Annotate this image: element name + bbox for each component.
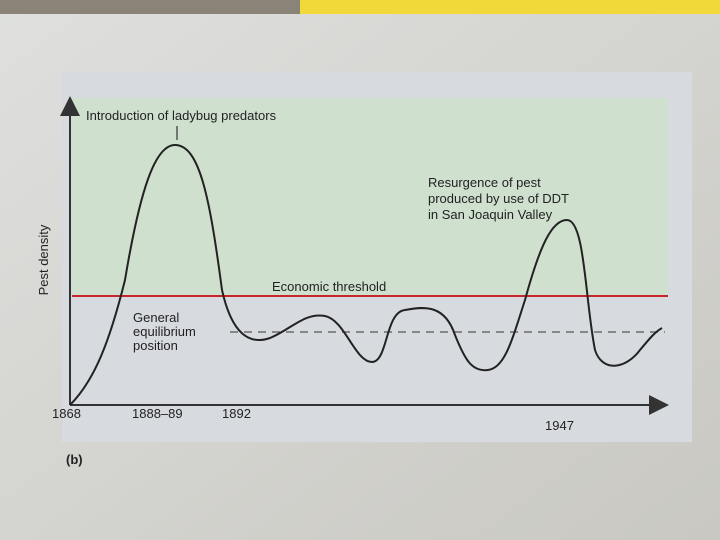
x-label: 1868 <box>52 406 81 421</box>
annotation: in San Joaquin Valley <box>428 207 553 222</box>
y-axis-label: Pest density <box>36 224 51 295</box>
above-threshold-zone <box>72 98 668 296</box>
annotation: Introduction of ladybug predators <box>86 108 277 123</box>
threshold-label: Economic threshold <box>272 279 386 294</box>
equilibrium-label: position <box>133 338 178 353</box>
pest-density-curve <box>69 143 663 406</box>
x-label: 1947 <box>545 418 574 433</box>
top-edge-yellow <box>300 0 720 14</box>
annotation: produced by use of DDT <box>428 191 569 206</box>
equilibrium-label: General <box>133 310 179 325</box>
equilibrium-label: equilibrium <box>133 324 196 339</box>
x-label: 1888–89 <box>132 406 183 421</box>
x-label: 1892 <box>222 406 251 421</box>
annotation: Resurgence of pest <box>428 175 541 190</box>
top-edge <box>0 0 300 14</box>
panel-label: (b) <box>66 452 83 467</box>
